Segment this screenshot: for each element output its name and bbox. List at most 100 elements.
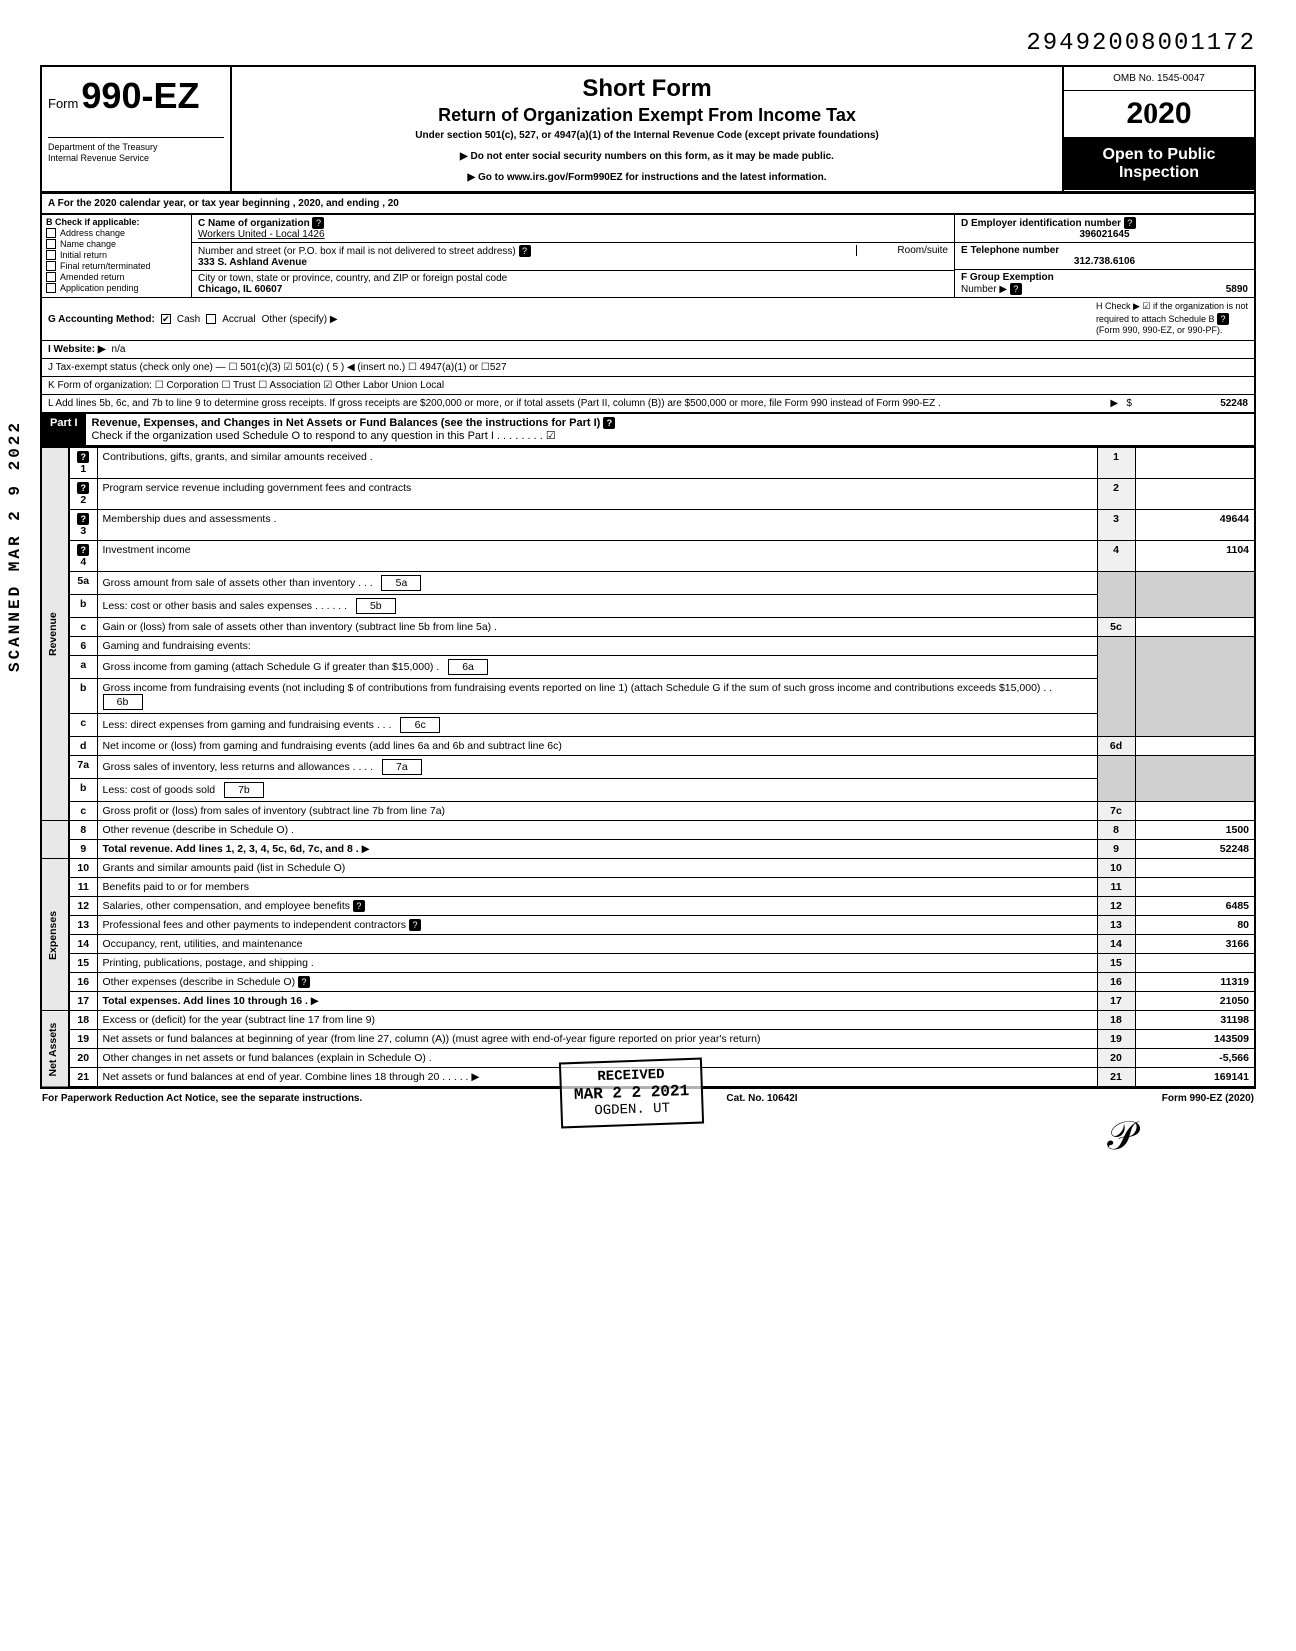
line-7b-desc: Less: cost of goods sold <box>103 784 216 796</box>
section-c-name-label: C Name of organization <box>198 218 310 229</box>
line-13-val: 80 <box>1135 916 1255 935</box>
document-id-number: 29492008001172 <box>40 30 1256 57</box>
line-2-desc: Program service revenue including govern… <box>97 479 1097 510</box>
line-1-desc: Contributions, gifts, grants, and simila… <box>97 448 1097 479</box>
line-17-desc: Total expenses. Add lines 10 through 16 … <box>103 995 308 1007</box>
open-public-1: Open to Public <box>1068 146 1250 164</box>
form-under-section: Under section 501(c), 527, or 4947(a)(1)… <box>242 130 1052 141</box>
row-l-value: 52248 <box>1138 398 1248 409</box>
row-a-tax-year: A For the 2020 calendar year, or tax yea… <box>40 194 1256 215</box>
line-5c-val <box>1135 618 1255 637</box>
room-label: Room/suite <box>856 245 948 256</box>
lbl-amended: Amended return <box>60 272 125 282</box>
section-f-label: F Group Exemption <box>961 272 1054 283</box>
line-5b-desc: Less: cost or other basis and sales expe… <box>103 600 348 612</box>
org-city: Chicago, IL 60607 <box>198 284 282 295</box>
org-address: 333 S. Ashland Avenue <box>198 257 307 268</box>
section-d-label: D Employer identification number <box>961 218 1121 229</box>
line-9-val: 52248 <box>1135 840 1255 859</box>
lbl-name-change: Name change <box>60 239 116 249</box>
line-16-val: 11319 <box>1135 973 1255 992</box>
line-7c-desc: Gross profit or (loss) from sales of inv… <box>97 802 1097 821</box>
row-h-line2: required to attach Schedule B ? <box>1096 313 1248 326</box>
help-icon[interactable]: ? <box>298 976 310 988</box>
box-7b: 7b <box>224 782 264 798</box>
line-19-desc: Net assets or fund balances at beginning… <box>97 1030 1097 1049</box>
line-11-val <box>1135 878 1255 897</box>
help-icon[interactable]: ? <box>353 900 365 912</box>
scanned-stamp-vertical: SCANNED MAR 2 9 2022 <box>6 420 24 672</box>
help-icon[interactable]: ? <box>409 919 421 931</box>
ssn-warning: Do not enter social security numbers on … <box>242 151 1052 162</box>
line-5a-desc: Gross amount from sale of assets other t… <box>103 577 373 589</box>
part1-check: Check if the organization used Schedule … <box>92 430 556 442</box>
line-14-val: 3166 <box>1135 935 1255 954</box>
line-6d-desc: Net income or (loss) from gaming and fun… <box>97 737 1097 756</box>
omb-number: OMB No. 1545-0047 <box>1064 67 1254 91</box>
help-icon[interactable]: ? <box>77 451 89 463</box>
line-1-val <box>1135 448 1255 479</box>
chk-final-return[interactable] <box>46 261 56 271</box>
section-f-label2: Number ▶ <box>961 284 1007 295</box>
row-g-label: G Accounting Method: <box>48 314 155 325</box>
chk-amended[interactable] <box>46 272 56 282</box>
line-6c-desc: Less: direct expenses from gaming and fu… <box>103 719 392 731</box>
help-icon[interactable]: ? <box>1010 283 1022 295</box>
dept-irs: Internal Revenue Service <box>48 153 224 164</box>
website-value: n/a <box>112 344 126 355</box>
addr-label: Number and street (or P.O. box if mail i… <box>198 246 516 257</box>
org-name: Workers United - Local 1426 <box>198 229 325 240</box>
chk-pending[interactable] <box>46 283 56 293</box>
help-icon[interactable]: ? <box>77 513 89 525</box>
line-19-val: 143509 <box>1135 1030 1255 1049</box>
box-6a: 6a <box>448 659 488 675</box>
main-form-table: Revenue ? 1 Contributions, gifts, grants… <box>40 447 1256 1088</box>
form-header: Form 990-EZ Department of the Treasury I… <box>40 65 1256 194</box>
help-icon[interactable]: ? <box>519 245 531 257</box>
line-1-num: 1 <box>1097 448 1135 479</box>
row-h-line1: H Check ▶ ☑ if the organization is not <box>1096 301 1248 313</box>
help-icon[interactable]: ? <box>1124 217 1136 229</box>
line-17-val: 21050 <box>1135 992 1255 1011</box>
line-21-val: 169141 <box>1135 1068 1255 1088</box>
phone-value: 312.738.6106 <box>961 256 1248 267</box>
help-icon[interactable]: ? <box>603 417 615 429</box>
chk-accrual[interactable] <box>206 314 216 324</box>
website-instruction: Go to www.irs.gov/Form990EZ for instruct… <box>242 172 1052 183</box>
line-5c-desc: Gain or (loss) from sale of assets other… <box>97 618 1097 637</box>
form-label: Form <box>48 96 78 111</box>
help-icon[interactable]: ? <box>77 544 89 556</box>
chk-name-change[interactable] <box>46 239 56 249</box>
line-7c-val <box>1135 802 1255 821</box>
line-16-desc: Other expenses (describe in Schedule O) <box>103 976 296 988</box>
form-title: Short Form <box>242 75 1052 103</box>
box-6b: 6b <box>103 694 143 710</box>
received-stamp: RECEIVED MAR 2 2 2021 OGDEN. UT <box>559 1058 704 1129</box>
line-18-val: 31198 <box>1135 1011 1255 1030</box>
lbl-address-change: Address change <box>60 228 125 238</box>
tax-year: 20202020 <box>1064 91 1254 138</box>
line-4-val: 1104 <box>1135 541 1255 572</box>
help-icon[interactable]: ? <box>1217 313 1229 325</box>
lbl-accrual: Accrual <box>222 314 255 325</box>
line-10-desc: Grants and similar amounts paid (list in… <box>97 859 1097 878</box>
footer-paperwork: For Paperwork Reduction Act Notice, see … <box>42 1093 362 1104</box>
lbl-initial-return: Initial return <box>60 250 107 260</box>
line-4-desc: Investment income <box>97 541 1097 572</box>
section-e-label: E Telephone number <box>961 245 1059 256</box>
chk-cash[interactable]: ✔ <box>161 314 171 324</box>
line-6a-desc: Gross income from gaming (attach Schedul… <box>103 661 440 673</box>
side-net-assets: Net Assets <box>41 1011 69 1088</box>
line-6-desc: Gaming and fundraising events: <box>97 637 1097 656</box>
line-14-desc: Occupancy, rent, utilities, and maintena… <box>97 935 1097 954</box>
row-l-text: L Add lines 5b, 6c, and 7b to line 9 to … <box>48 398 1104 409</box>
section-b-label: B Check if applicable: <box>46 217 187 227</box>
box-5a: 5a <box>381 575 421 591</box>
box-5b: 5b <box>356 598 396 614</box>
side-revenue: Revenue <box>41 448 69 821</box>
help-icon[interactable]: ? <box>312 217 324 229</box>
chk-initial-return[interactable] <box>46 250 56 260</box>
row-j: J Tax-exempt status (check only one) — ☐… <box>48 362 507 373</box>
chk-address-change[interactable] <box>46 228 56 238</box>
help-icon[interactable]: ? <box>77 482 89 494</box>
